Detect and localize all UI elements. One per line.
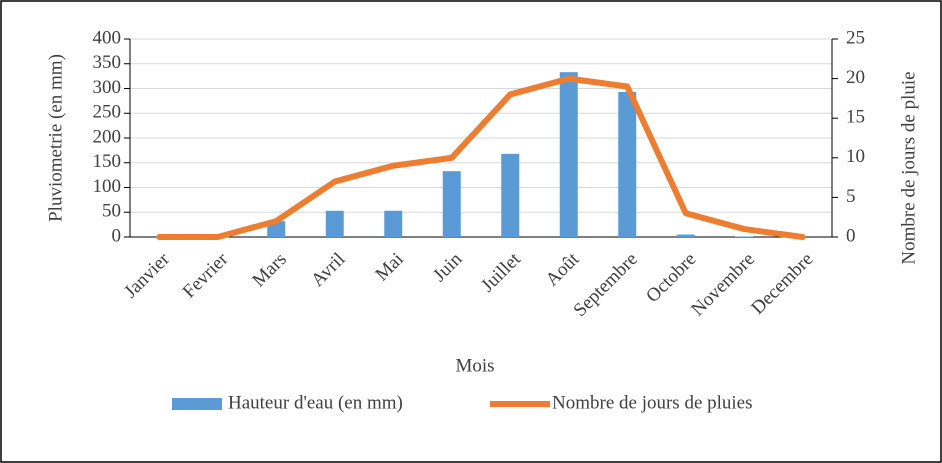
bar — [384, 210, 403, 237]
bar — [442, 171, 461, 237]
bar — [676, 234, 695, 237]
y-tick-label: 50 — [102, 201, 121, 222]
y2-tick-label: 15 — [846, 107, 865, 128]
bar — [618, 91, 637, 237]
y-tick-label: 100 — [93, 176, 122, 197]
legend-label: Hauteur d'eau (en mm) — [228, 392, 403, 413]
y-tick-label: 200 — [93, 126, 122, 147]
y-tick-label: 350 — [93, 52, 122, 73]
bar — [559, 72, 578, 237]
y-tick-label: 300 — [93, 77, 122, 98]
line — [156, 75, 806, 240]
y2-tick-label: 25 — [846, 27, 865, 48]
y-tick-label: 150 — [93, 151, 122, 172]
y-axis-title: Pluviometrie (en mm) — [45, 54, 66, 222]
y-tick-label: 250 — [93, 102, 122, 123]
legend-label: Nombre de jours de pluies — [552, 392, 753, 413]
y2-tick-label: 10 — [846, 146, 865, 167]
bar — [501, 153, 520, 237]
legend-swatch — [172, 398, 222, 410]
x-axis-title: Mois — [455, 355, 494, 376]
y2-tick-label: 20 — [846, 67, 865, 88]
y2-tick-label: 0 — [846, 225, 856, 246]
y2-tick-label: 5 — [846, 186, 856, 207]
y-tick-label: 0 — [112, 225, 122, 246]
bar — [325, 210, 344, 237]
y-tick-label: 400 — [93, 27, 122, 48]
y2-axis-title: Nombre de jours de pluie — [898, 71, 919, 264]
